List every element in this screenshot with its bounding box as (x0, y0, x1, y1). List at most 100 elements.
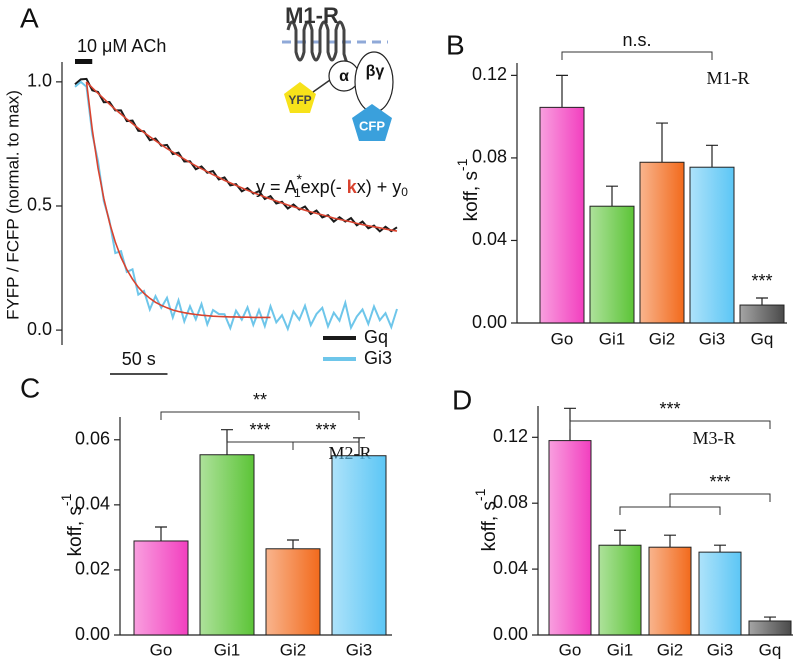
equation-part: exp(- (301, 177, 347, 197)
x-tick-label: Gi3 (707, 640, 733, 659)
error-bar (706, 144, 718, 168)
diagram-label: YFP (288, 93, 311, 107)
error-bar (614, 529, 626, 546)
bar (698, 551, 742, 636)
x-tick-label: Gi2 (649, 329, 675, 348)
linker (312, 79, 331, 93)
fit-curve (85, 81, 398, 232)
bar (648, 546, 692, 636)
yfp-shape (284, 82, 316, 113)
significance-label: *** (709, 472, 730, 492)
y-tick-label: 0.5 (27, 195, 52, 215)
bar (331, 455, 387, 636)
y-axis-label-exp: -1 (58, 493, 74, 506)
cfp-shape (352, 104, 392, 141)
significance-label: *** (315, 420, 336, 440)
significance-bracket (569, 420, 771, 429)
y-axis-label-exp: -1 (472, 488, 488, 501)
error-bar (556, 74, 568, 108)
error-bar (764, 616, 776, 621)
significance-label: n.s. (622, 30, 651, 50)
y-axis-label: FYFP / FCFP (normal. to max) (3, 90, 22, 320)
x-tick-label: Gi2 (280, 640, 306, 659)
significance-bracket (160, 411, 360, 420)
error-bar (155, 526, 167, 541)
bar (748, 620, 792, 636)
significance-label: *** (249, 420, 270, 440)
panel-letter: B (446, 29, 465, 60)
significance-bracket (226, 441, 294, 450)
error-bar (656, 122, 668, 163)
bar (548, 440, 592, 636)
x-tick-label: Gi1 (214, 640, 240, 659)
receptor-shape (286, 20, 352, 73)
diagram-label: βγ (366, 63, 385, 80)
betagamma-shape (354, 51, 394, 113)
equation-part: x) + y (357, 177, 402, 197)
diagram-label: CFP (359, 118, 385, 133)
x-tick-label: Gi1 (607, 640, 633, 659)
bar (133, 540, 189, 636)
y-tick-label: 0.06 (75, 429, 110, 449)
y-axis-label: koff, s-1 (472, 488, 500, 551)
x-tick-label: Gi1 (599, 329, 625, 348)
diagram-label: M1-R (285, 3, 339, 28)
y-axis-label-text: koff, s (479, 501, 500, 551)
y-tick-label: 0.0 (27, 319, 52, 339)
x-tick-label: Go (150, 640, 173, 659)
bar (689, 166, 735, 324)
y-tick-label: 1.0 (27, 71, 52, 91)
y-tick-label: 0.08 (493, 492, 528, 512)
y-tick-label: 0.00 (75, 624, 110, 644)
significance-label: ** (253, 390, 267, 410)
significance-bracket (292, 441, 360, 450)
error-bar (664, 534, 676, 548)
model-label: M3-R (692, 428, 735, 448)
x-tick-label: Gq (759, 640, 782, 659)
y-tick-label: 0.00 (493, 624, 528, 644)
y-tick-label: 0.02 (75, 559, 110, 579)
error-bar (287, 539, 299, 549)
legend-label: Gq (364, 327, 388, 347)
trace (74, 80, 398, 332)
y-tick-label: 0.04 (75, 494, 110, 514)
bar (265, 548, 321, 636)
x-tick-label: Gq (751, 329, 774, 348)
diagram-label: α (339, 68, 349, 85)
equation-part: * (297, 171, 303, 187)
equation-part: 1 (294, 186, 301, 200)
equation-part: y = A (256, 177, 297, 197)
x-tick-label: Gi3 (346, 640, 372, 659)
significance-label: *** (659, 399, 680, 419)
y-axis-label-text: koff, s (461, 171, 482, 221)
x-tick-label: Go (559, 640, 582, 659)
panel-letter: D (452, 384, 472, 415)
y-axis-label: koff, s-1 (454, 158, 482, 221)
fit-curve (85, 81, 271, 319)
y-tick-label: 0.08 (472, 147, 507, 167)
bar (598, 544, 642, 636)
scale-bar-label: 50 s (122, 349, 156, 369)
equation-part: 0 (401, 185, 408, 199)
y-tick-label: 0.04 (472, 229, 507, 249)
error-bar (606, 185, 618, 207)
model-label: M1-R (706, 68, 749, 88)
equation-part: k (347, 177, 358, 197)
bar (539, 106, 585, 324)
legend-label: Gi3 (364, 348, 392, 368)
y-axis-label: koff, s-1 (58, 493, 86, 556)
error-bar (756, 297, 768, 306)
bar (639, 161, 685, 324)
y-tick-label: 0.00 (472, 312, 507, 332)
error-bar (714, 544, 726, 553)
significance-bracket (561, 51, 713, 60)
panel-letter: C (20, 372, 40, 403)
trace (74, 77, 398, 233)
x-tick-label: Go (551, 329, 574, 348)
y-tick-label: 0.04 (493, 558, 528, 578)
bar (199, 454, 255, 636)
significance-label: *** (751, 271, 772, 291)
x-tick-label: Gi2 (657, 640, 683, 659)
